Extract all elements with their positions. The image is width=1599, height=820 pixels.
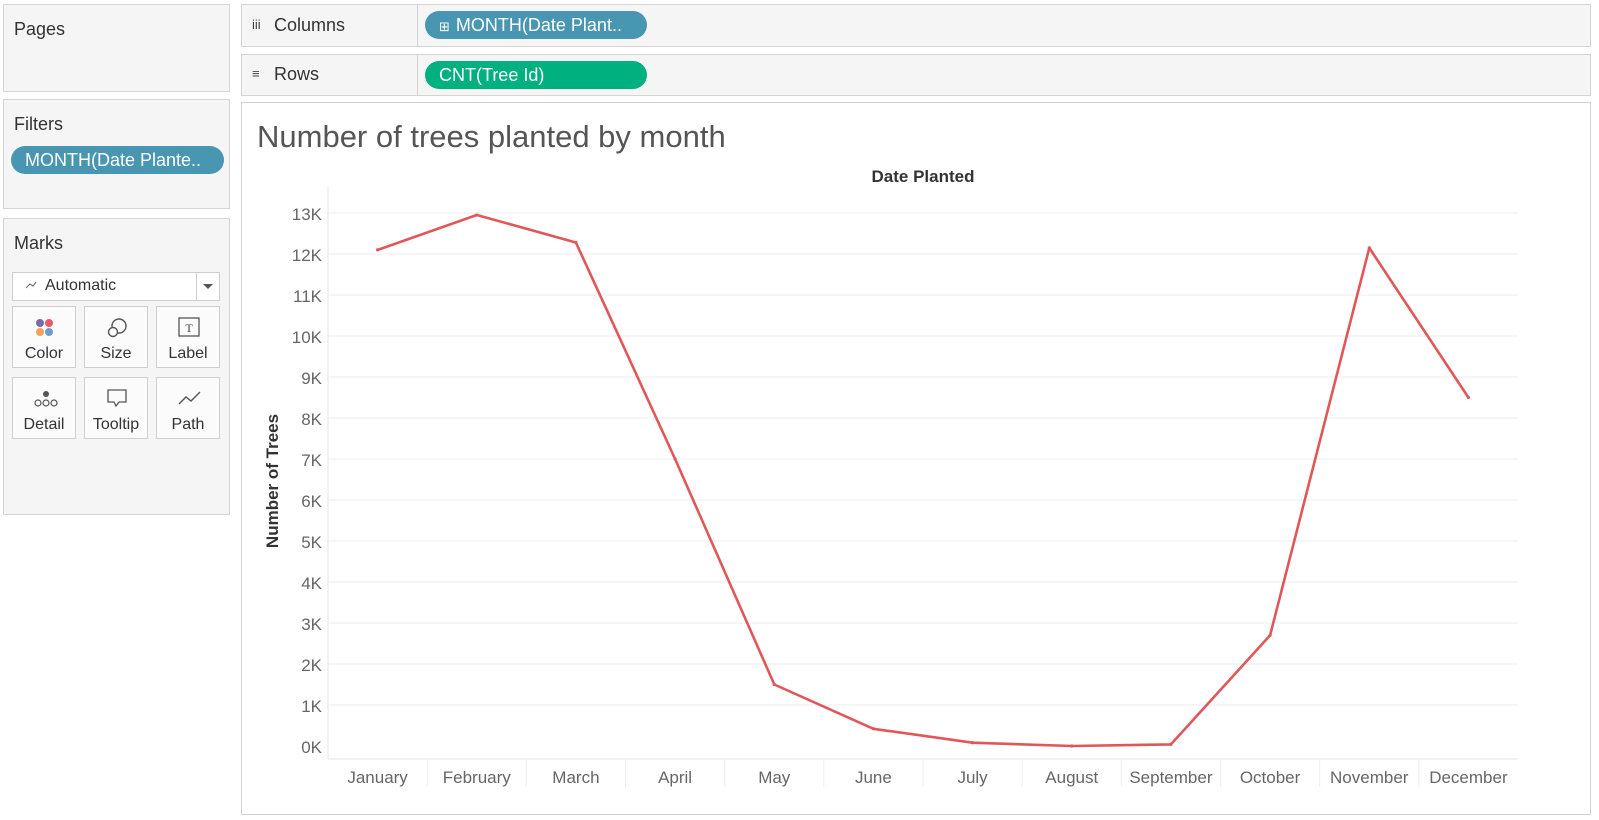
columns-pill-month[interactable]: ⊞ MONTH(Date Plant.. xyxy=(425,11,647,39)
columns-shelf[interactable]: iii Columns ⊞ MONTH(Date Plant.. xyxy=(241,4,1591,47)
y-tick-label: 8K xyxy=(301,410,322,429)
columns-shelf-label: iii Columns xyxy=(242,5,418,46)
label-label: Label xyxy=(168,345,208,362)
tooltip-button[interactable]: Tooltip xyxy=(84,377,148,439)
y-tick-label: 4K xyxy=(301,574,322,593)
y-axis-title: Number of Trees xyxy=(263,414,282,548)
rows-pill-label: CNT(Tree Id) xyxy=(439,65,545,85)
y-tick-label: 6K xyxy=(301,492,322,511)
viz-title: Number of trees planted by month xyxy=(257,119,726,154)
columns-icon: iii xyxy=(252,17,261,32)
mark-type-dropdown[interactable]: Automatic xyxy=(12,272,220,301)
filters-card-title: Filters xyxy=(14,114,63,134)
data-point xyxy=(375,248,380,252)
x-tick-label: August xyxy=(1045,768,1098,787)
size-label: Size xyxy=(100,345,132,362)
tooltip-label: Tooltip xyxy=(92,416,140,433)
x-tick-label: December xyxy=(1429,768,1508,787)
y-tick-label: 10K xyxy=(292,328,323,347)
data-point xyxy=(1466,395,1471,400)
line-mark-icon xyxy=(25,278,37,297)
y-tick-label: 7K xyxy=(301,451,322,470)
pages-card: Pages xyxy=(3,4,230,92)
y-tick-label: 5K xyxy=(301,533,322,552)
data-point xyxy=(1367,246,1371,250)
y-tick-label: 0K xyxy=(301,738,322,757)
x-tick-label: September xyxy=(1129,768,1212,787)
rows-shelf[interactable]: ≡ Rows CNT(Tree Id) xyxy=(241,54,1591,96)
x-axis-title: Date Planted xyxy=(872,167,975,186)
dropdown-separator xyxy=(196,273,197,300)
expand-icon[interactable]: ⊞ xyxy=(439,19,450,34)
x-tick-label: October xyxy=(1240,768,1301,787)
x-tick-label: February xyxy=(443,768,512,787)
data-point xyxy=(1169,742,1173,746)
color-button[interactable]: Color xyxy=(12,306,76,368)
x-tick-label: January xyxy=(347,768,408,787)
size-button[interactable]: Size xyxy=(84,306,148,368)
marks-card-title: Marks xyxy=(14,233,63,253)
viz-area: Number of trees planted by month Date Pl… xyxy=(241,102,1591,815)
y-tick-label: 13K xyxy=(292,205,323,224)
data-point xyxy=(475,213,479,217)
x-tick-label: November xyxy=(1330,768,1409,787)
rows-shelf-label: ≡ Rows xyxy=(242,55,418,95)
y-tick-label: 12K xyxy=(292,246,323,265)
data-point xyxy=(1070,744,1074,748)
filter-pill-label: MONTH(Date Plante.. xyxy=(25,150,202,170)
rows-pill-cnt[interactable]: CNT(Tree Id) xyxy=(425,61,647,89)
x-tick-label: May xyxy=(758,768,791,787)
label-button[interactable]: T Label xyxy=(156,306,220,368)
y-tick-label: 2K xyxy=(301,656,322,675)
data-point xyxy=(1268,633,1272,637)
y-tick-label: 9K xyxy=(301,369,322,388)
mark-type-label: Automatic xyxy=(45,277,117,294)
y-tick-label: 11K xyxy=(293,287,323,306)
series-line xyxy=(377,213,1470,748)
columns-label: Columns xyxy=(274,15,346,35)
detail-label: Detail xyxy=(23,416,65,433)
columns-pill-label: MONTH(Date Plant.. xyxy=(455,15,622,35)
pages-card-title: Pages xyxy=(14,19,66,39)
color-label: Color xyxy=(24,345,64,362)
x-tick-label: July xyxy=(957,768,988,787)
rows-icon: ≡ xyxy=(252,66,260,81)
svg-text:T: T xyxy=(185,321,193,335)
data-point xyxy=(673,457,677,461)
y-tick-label: 1K xyxy=(301,697,322,716)
rows-label: Rows xyxy=(274,64,320,84)
x-tick-label: June xyxy=(855,768,892,787)
path-button[interactable]: Path xyxy=(156,377,220,439)
path-label: Path xyxy=(171,416,205,433)
chevron-down-icon[interactable] xyxy=(202,279,214,297)
filter-pill-month[interactable]: MONTH(Date Plante.. xyxy=(11,146,224,174)
data-point xyxy=(574,240,578,245)
detail-button[interactable]: Detail xyxy=(12,377,76,439)
line-chart[interactable]: Date Planted Number of Trees 0K 1K 2K 3K 4K 5K 6… xyxy=(242,103,1590,814)
data-point xyxy=(871,727,876,731)
x-tick-label: March xyxy=(552,768,599,787)
filters-card: Filters MONTH(Date Plante.. xyxy=(3,99,230,209)
data-point xyxy=(970,741,975,745)
data-point xyxy=(772,682,776,687)
y-tick-label: 3K xyxy=(301,615,322,634)
x-tick-label: April xyxy=(658,768,692,787)
